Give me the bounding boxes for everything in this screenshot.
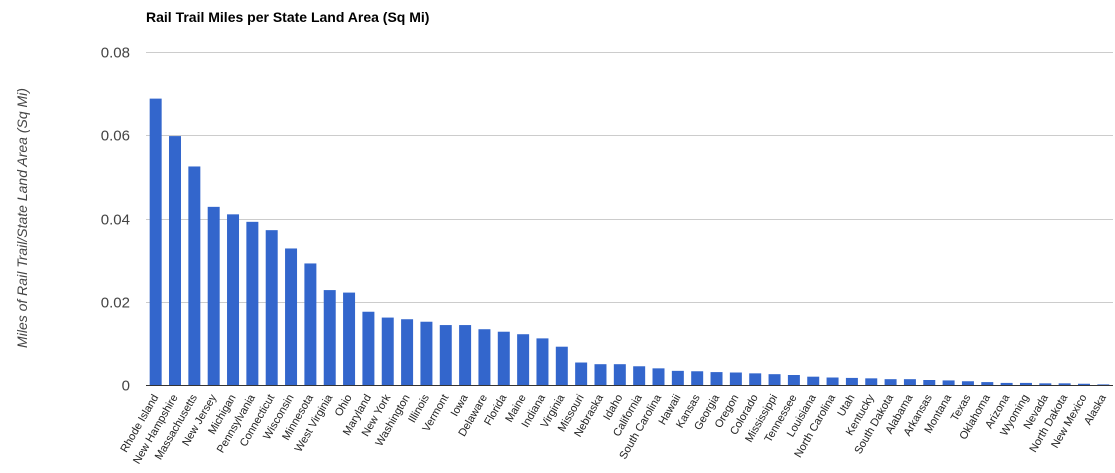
bar[interactable]: [343, 292, 356, 385]
bar[interactable]: [265, 230, 278, 385]
bar[interactable]: [362, 311, 375, 385]
bar[interactable]: [1000, 382, 1013, 385]
bar[interactable]: [981, 382, 994, 385]
bar[interactable]: [807, 376, 820, 385]
bar[interactable]: [459, 325, 472, 385]
y-axis-title: Miles of Rail Trail/State Land Area (Sq …: [14, 88, 30, 348]
bar[interactable]: [401, 319, 414, 385]
bar[interactable]: [787, 375, 800, 385]
bar[interactable]: [227, 214, 240, 385]
y-tick-label: 0: [122, 378, 130, 395]
bar[interactable]: [884, 379, 897, 385]
bar[interactable]: [149, 98, 162, 386]
y-tick-label: 0.08: [101, 45, 130, 62]
bar[interactable]: [710, 372, 723, 385]
bar[interactable]: [1019, 382, 1032, 385]
bar[interactable]: [865, 378, 878, 385]
bar[interactable]: [1058, 383, 1071, 385]
bar[interactable]: [536, 338, 549, 385]
bar[interactable]: [207, 206, 220, 385]
bar[interactable]: [923, 380, 936, 385]
bar[interactable]: [439, 325, 452, 385]
bar[interactable]: [188, 166, 201, 385]
bars: [149, 98, 1110, 386]
y-tick-label: 0.04: [101, 212, 130, 229]
bar[interactable]: [903, 379, 916, 385]
bar[interactable]: [691, 371, 704, 385]
bar[interactable]: [381, 317, 394, 385]
bar[interactable]: [1097, 384, 1110, 385]
bar[interactable]: [633, 366, 646, 385]
bar[interactable]: [497, 331, 510, 385]
bar[interactable]: [613, 364, 626, 385]
bar[interactable]: [555, 346, 568, 385]
bar[interactable]: [285, 248, 298, 385]
bar[interactable]: [1039, 383, 1052, 385]
y-axis-tick-labels: 0 0.02 0.04 0.06 0.08: [101, 45, 130, 395]
y-tick-label: 0.06: [101, 128, 130, 145]
bar[interactable]: [323, 290, 336, 385]
bar[interactable]: [478, 329, 491, 385]
bar[interactable]: [826, 377, 839, 385]
bar[interactable]: [246, 221, 259, 385]
bar[interactable]: [420, 321, 433, 385]
bar[interactable]: [169, 136, 181, 385]
bar[interactable]: [845, 377, 858, 385]
chart-title: Rail Trail Miles per State Land Area (Sq…: [146, 9, 430, 25]
bar[interactable]: [729, 372, 742, 385]
bar[interactable]: [942, 380, 955, 385]
bar[interactable]: [1077, 383, 1090, 385]
bar[interactable]: [768, 374, 781, 385]
bar[interactable]: [652, 368, 665, 385]
y-tick-label: 0.02: [101, 295, 130, 312]
bar[interactable]: [594, 364, 607, 385]
bar[interactable]: [517, 334, 530, 385]
bar[interactable]: [304, 263, 317, 385]
bar[interactable]: [961, 381, 974, 385]
bar[interactable]: [671, 370, 684, 385]
bar[interactable]: [575, 362, 588, 385]
bar[interactable]: [749, 373, 762, 385]
